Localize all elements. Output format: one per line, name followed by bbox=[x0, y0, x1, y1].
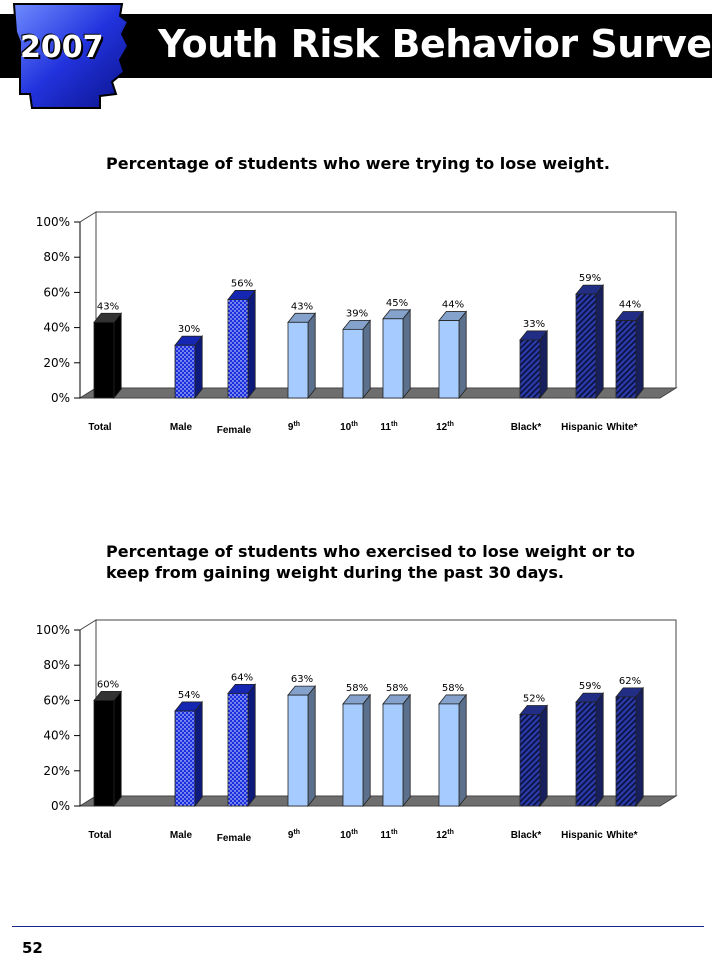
arkansas-state-logo bbox=[12, 3, 130, 109]
page-number: 52 bbox=[22, 939, 43, 957]
data-label: 52% bbox=[523, 693, 545, 704]
bar-12th bbox=[438, 310, 468, 400]
y-tick-label: 20% bbox=[43, 356, 70, 370]
bar-white bbox=[615, 686, 645, 808]
bar-total bbox=[93, 312, 123, 400]
bar-black bbox=[519, 704, 549, 808]
x-category-label: Hispanic bbox=[561, 422, 603, 433]
data-label: 62% bbox=[619, 676, 641, 687]
data-label: 63% bbox=[291, 674, 313, 685]
footer-divider bbox=[12, 926, 704, 927]
x-category-label: 10th bbox=[340, 829, 358, 841]
bar-10th bbox=[342, 319, 372, 400]
bar-total bbox=[93, 690, 123, 808]
data-label: 58% bbox=[442, 683, 464, 694]
y-tick-label: 40% bbox=[43, 321, 70, 335]
bar-female bbox=[227, 683, 257, 808]
data-label: 44% bbox=[619, 300, 641, 311]
x-category-label: Black* bbox=[511, 422, 542, 433]
bar-black bbox=[519, 329, 549, 400]
x-category-label: White* bbox=[606, 830, 637, 841]
x-category-label: 11th bbox=[380, 421, 397, 433]
y-tick-label: 80% bbox=[43, 250, 70, 264]
x-category-label: 12th bbox=[436, 829, 454, 841]
data-label: 58% bbox=[346, 683, 368, 694]
data-label: 39% bbox=[346, 308, 368, 319]
x-category-label: Total bbox=[88, 422, 111, 433]
survey-title: Youth Risk Behavior Survey bbox=[158, 22, 720, 66]
y-tick-label: 100% bbox=[36, 623, 70, 637]
data-label: 56% bbox=[231, 278, 253, 289]
x-category-label: Male bbox=[170, 422, 193, 433]
bar-female bbox=[227, 289, 257, 400]
data-label: 45% bbox=[386, 298, 408, 309]
bar-chart-exercised-to-lose-weight: 0% 20% 40% 60% 80% 100% 60% Total 54% Male 64% Fema… bbox=[36, 619, 678, 844]
chart-title-trying-to-lose-weight: Percentage of students who were trying t… bbox=[106, 154, 610, 173]
data-label: 59% bbox=[579, 681, 601, 692]
y-tick-label: 60% bbox=[43, 285, 70, 299]
bar-white bbox=[615, 310, 645, 400]
bar-9th bbox=[287, 684, 317, 808]
data-label: 33% bbox=[523, 319, 545, 330]
x-category-label: Female bbox=[217, 425, 252, 436]
data-label: 58% bbox=[386, 683, 408, 694]
data-label: 44% bbox=[442, 300, 464, 311]
data-label: 60% bbox=[97, 679, 119, 690]
x-category-label: 10th bbox=[340, 421, 358, 433]
y-tick-label: 40% bbox=[43, 729, 70, 743]
bar-male bbox=[174, 700, 204, 808]
y-tick-label: 0% bbox=[51, 799, 70, 813]
y-tick-label: 20% bbox=[43, 764, 70, 778]
x-category-label: Hispanic bbox=[561, 830, 603, 841]
x-category-label: 9th bbox=[288, 421, 300, 433]
y-tick-label: 0% bbox=[51, 391, 70, 405]
x-category-label: White* bbox=[606, 422, 637, 433]
x-category-label: Male bbox=[170, 830, 193, 841]
bar-hispanic bbox=[575, 284, 605, 400]
data-label: 43% bbox=[97, 301, 119, 312]
data-label: 54% bbox=[178, 690, 200, 701]
x-category-label: 12th bbox=[436, 421, 454, 433]
data-label: 30% bbox=[178, 324, 200, 335]
bar-hispanic bbox=[575, 692, 605, 808]
data-label: 64% bbox=[231, 672, 253, 683]
data-label: 43% bbox=[291, 301, 313, 312]
bar-11th bbox=[382, 308, 412, 400]
bar-11th bbox=[382, 693, 412, 808]
chart-title-exercised-to-lose-weight: Percentage of students who exercised to … bbox=[106, 542, 635, 582]
bar-male bbox=[174, 335, 204, 400]
x-category-label: 11th bbox=[380, 829, 397, 841]
y-tick-label: 100% bbox=[36, 215, 70, 229]
x-category-label: Black* bbox=[511, 830, 542, 841]
bar-9th bbox=[287, 312, 317, 400]
x-category-label: 9th bbox=[288, 829, 300, 841]
x-category-label: Total bbox=[88, 830, 111, 841]
x-category-label: Female bbox=[217, 833, 252, 844]
y-tick-label: 80% bbox=[43, 658, 70, 672]
bar-10th bbox=[342, 693, 372, 808]
bar-chart-trying-to-lose-weight: 0% 20% 40% 60% 80% 100% 43% Total 30% Male 56% Fema… bbox=[36, 211, 678, 436]
bar-12th bbox=[438, 693, 468, 808]
y-tick-label: 60% bbox=[43, 693, 70, 707]
survey-year: 2007 bbox=[20, 30, 104, 65]
data-label: 59% bbox=[579, 273, 601, 284]
